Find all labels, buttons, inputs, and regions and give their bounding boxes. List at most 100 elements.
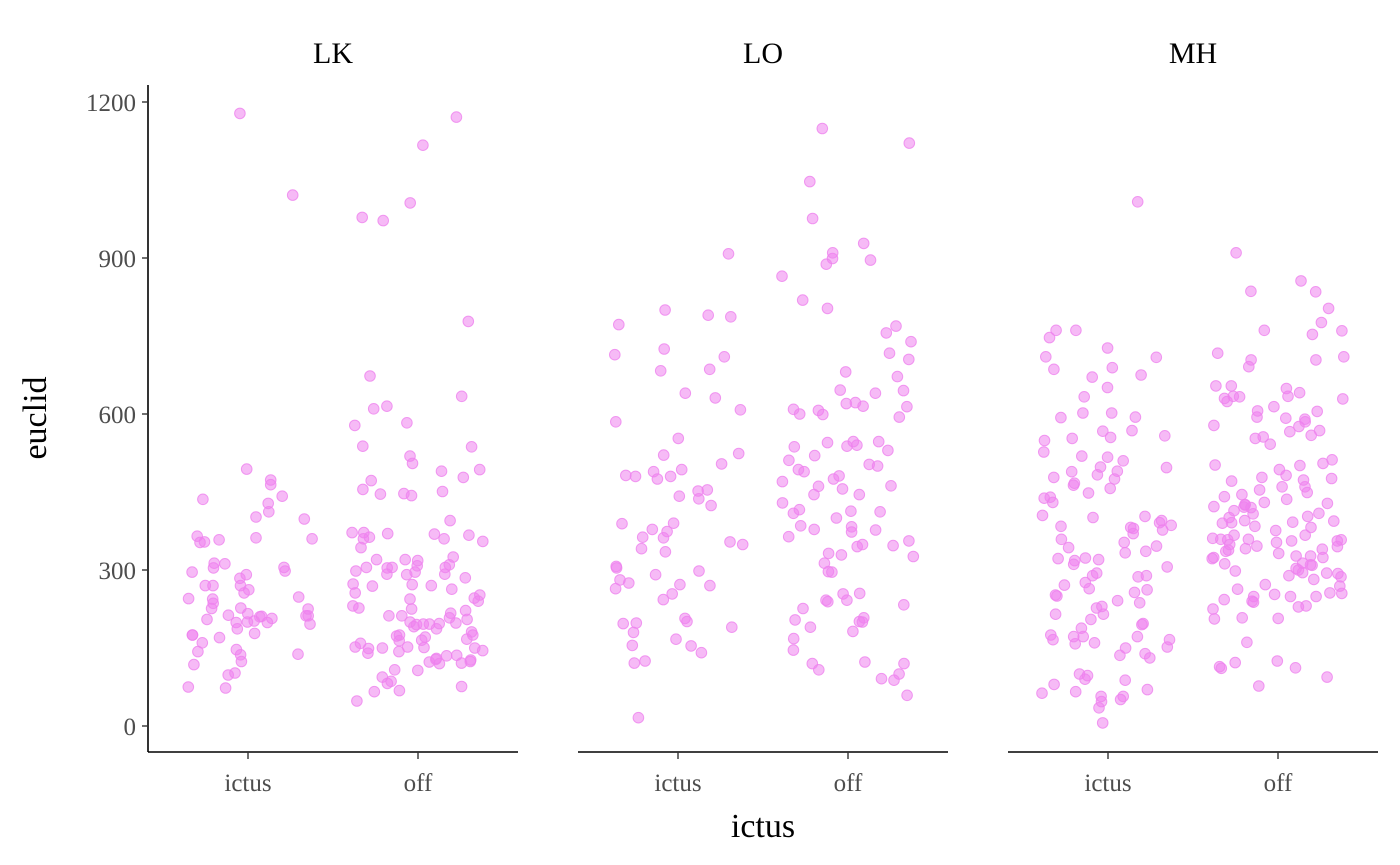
data-point [1272,547,1285,560]
data-point [381,400,393,413]
data-point [1299,529,1311,542]
data-point [1065,465,1078,478]
data-point [182,592,195,605]
data-point [1105,407,1118,419]
data-point [1337,393,1349,405]
data-point [1088,637,1101,649]
data-point [897,384,910,397]
data-point [393,684,406,697]
data-point [1273,463,1286,476]
data-point [376,642,389,654]
data-point [1210,380,1222,392]
data-point [199,579,212,592]
data-point [234,572,246,585]
data-point [1236,488,1248,501]
x-tick-label: ictus [224,770,271,797]
data-point [248,627,261,640]
data-point [851,540,864,553]
data-point [229,667,241,679]
data-point [455,390,468,403]
data-point [306,533,318,545]
data-point [1259,578,1272,591]
data-point [628,657,641,669]
data-point [1211,347,1224,360]
data-point [1229,565,1242,577]
data-point [278,561,290,574]
data-point [1161,561,1173,573]
data-point [804,175,816,188]
data-point [298,513,311,525]
data-point [188,658,200,671]
data-point [1141,683,1154,696]
data-point [787,644,800,656]
data-point [874,506,886,518]
data-point [1207,603,1219,615]
y-tick-label: 600 [99,402,137,429]
data-point [1305,521,1317,534]
data-point [817,408,829,421]
data-point [222,609,235,622]
data-point [887,539,899,552]
data-point [1082,487,1095,499]
data-point [455,680,468,693]
data-point [1269,524,1282,537]
facet-title: LO [743,37,783,70]
data-point [1067,558,1080,571]
data-point [623,577,635,589]
data-point [806,212,819,225]
data-point [1228,504,1240,517]
data-point [734,404,747,416]
data-point [207,562,220,574]
data-point [182,681,195,693]
data-point [250,532,262,544]
data-point [465,441,478,453]
data-point [1048,471,1060,484]
data-point [1290,550,1302,562]
data-point [616,517,628,530]
data-point [1038,446,1050,458]
data-point [1069,685,1082,698]
x-tick-label: off [1264,770,1293,797]
data-point [401,417,413,429]
data-point [356,211,369,224]
data-point [1076,450,1088,462]
data-point [702,309,715,322]
data-point [1241,636,1253,649]
data-point [250,511,262,523]
facet-title: MH [1169,37,1217,70]
data-point [1313,507,1325,520]
data-point [1284,425,1296,438]
data-point [1095,690,1107,703]
data-point [1268,400,1280,413]
data-point [1320,567,1333,579]
data-point [724,536,736,548]
data-point [292,648,304,661]
data-point [1119,547,1131,559]
data-point [213,631,226,644]
data-point [462,315,475,328]
data-point [1106,361,1119,374]
data-point [1325,472,1338,485]
data-point [463,529,475,542]
data-point [476,644,489,657]
data-point [1225,475,1238,487]
data-point [399,553,412,566]
data-point [477,535,489,548]
data-point [880,327,893,339]
data-point [718,351,731,363]
data-point [276,490,289,503]
data-point [1127,527,1139,540]
data-point [1140,545,1152,558]
data-point [1052,552,1064,565]
data-point [1140,569,1153,582]
data-point [1047,633,1059,646]
data-point [1139,647,1151,660]
data-point [1268,588,1281,601]
data-point [1117,690,1129,703]
data-point [1078,391,1090,403]
data-point [1155,514,1168,527]
data-point [821,302,834,315]
data-point [1293,420,1305,433]
x-tick-label: ictus [1084,770,1131,797]
data-point [888,674,900,687]
